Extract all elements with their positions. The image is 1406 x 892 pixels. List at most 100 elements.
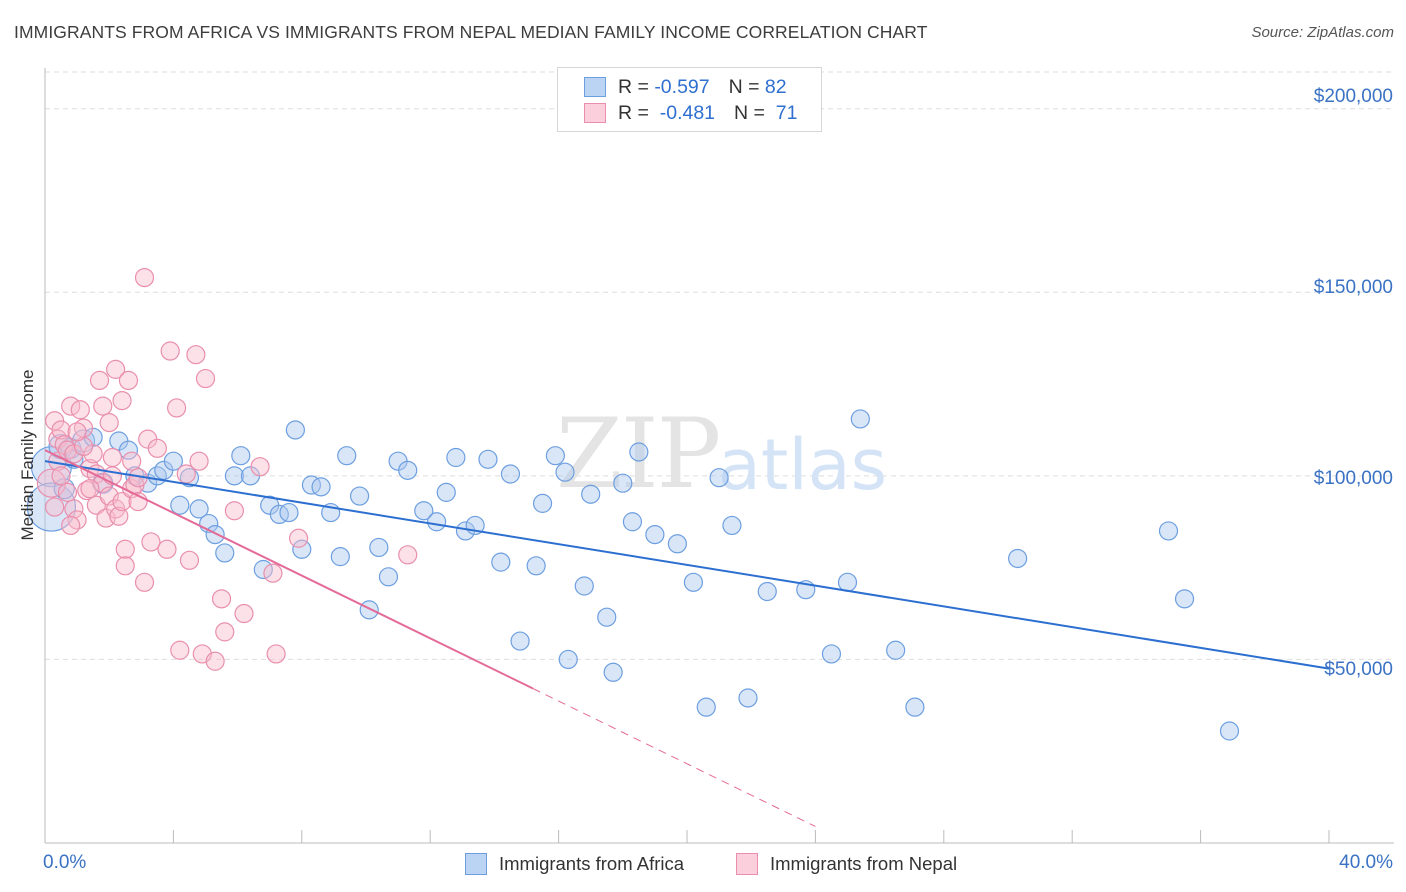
africa-data-point — [1158, 521, 1179, 541]
africa-data-point — [905, 697, 925, 717]
y-axis-label: Median Family Income — [18, 369, 37, 541]
legend-r-label: R = — [618, 75, 649, 98]
africa-data-point — [491, 552, 511, 572]
africa-data-point — [1174, 589, 1195, 609]
africa-data-point — [597, 607, 617, 627]
nepal-data-point — [160, 341, 180, 361]
bottom-legend-nepal: Immigrants from Nepal — [736, 853, 957, 875]
nepal-data-point — [51, 466, 71, 486]
nepal-data-point — [67, 422, 87, 442]
nepal-data-point — [176, 464, 196, 484]
africa-trend-line — [44, 460, 1330, 670]
nepal-data-point — [115, 539, 135, 559]
nepal-data-point — [157, 539, 177, 559]
africa-data-point — [574, 576, 594, 596]
africa-data-point — [279, 502, 299, 523]
nepal-data-point — [64, 499, 84, 519]
gridlines — [45, 71, 1394, 660]
nepal-data-point — [106, 359, 126, 379]
africa-data-point — [337, 446, 357, 466]
nepal-data-point — [205, 651, 225, 671]
africa-data-point — [629, 442, 649, 462]
africa-data-point — [118, 440, 139, 460]
legend-row-africa: R = -0.597 N = 82 — [584, 75, 787, 99]
nepal-data-point — [167, 398, 187, 418]
africa-data-point — [224, 466, 244, 486]
nepal-data-point — [83, 444, 103, 464]
legend-n-value: 71 — [775, 101, 798, 124]
africa-data-point — [622, 512, 643, 532]
nepal-data-point — [57, 482, 78, 502]
nepal-data-point — [112, 390, 132, 411]
africa-data-point — [1219, 721, 1240, 741]
africa-data-point — [709, 468, 729, 488]
y-tick-label: $150,000 — [1313, 277, 1393, 298]
nepal-data-point — [250, 457, 270, 477]
legend-row-nepal: R = -0.481 N = 71 — [584, 101, 797, 125]
africa-data-point — [886, 640, 906, 660]
africa-data-point — [526, 556, 546, 576]
africa-data-point — [645, 524, 665, 545]
africa-data-point — [850, 409, 870, 429]
legend-r-value: -0.481 — [659, 101, 716, 124]
nepal-data-point — [170, 640, 190, 660]
nepal-data-point — [234, 603, 254, 624]
watermark-atlas: atlas — [718, 424, 887, 506]
nepal-data-point — [141, 532, 161, 552]
africa-data-point — [613, 473, 633, 493]
nepal-data-point — [115, 556, 135, 576]
africa-data-point — [821, 644, 842, 664]
nepal-data-point — [70, 400, 90, 420]
africa-data-point — [26, 482, 77, 532]
africa-data-point — [311, 477, 331, 497]
legend-r-label: R = — [618, 101, 649, 124]
nepal-trend-line — [44, 449, 534, 690]
nepal-data-point — [99, 413, 119, 433]
nepal-data-point — [102, 447, 123, 468]
nepal-data-point — [186, 345, 206, 365]
africa-data-point — [215, 543, 235, 563]
africa-data-point — [269, 504, 289, 525]
bottom-legend-africa: Immigrants from Africa — [465, 853, 684, 875]
africa-data-point — [532, 493, 553, 513]
legend-n-label: N = — [728, 75, 760, 98]
nepal-trend-line-extrapolated — [532, 688, 816, 827]
africa-data-point — [436, 482, 456, 502]
africa-data-point — [179, 468, 200, 488]
africa-data-point — [558, 649, 578, 670]
africa-data-point — [1008, 548, 1028, 569]
legend-r-value: -0.597 — [654, 75, 710, 98]
africa-data-point — [292, 539, 312, 559]
africa-data-point — [555, 462, 575, 482]
legend-n-value: 82 — [764, 75, 787, 98]
africa-data-point — [581, 484, 601, 504]
nepal-data-point — [398, 545, 418, 565]
nepal-data-point — [122, 451, 142, 471]
nepal-data-point — [266, 644, 286, 664]
nepal-legend-label: Immigrants from Nepal — [770, 853, 958, 874]
africa-data-point — [603, 662, 623, 682]
africa-data-point — [427, 512, 447, 532]
africa-data-point — [285, 420, 305, 440]
africa-data-point — [510, 631, 530, 651]
africa-data-point — [205, 524, 225, 545]
nepal-data-point — [109, 506, 129, 526]
africa-data-point — [378, 567, 399, 587]
africa-data-point — [837, 572, 858, 592]
y-tick-label: $100,000 — [1313, 468, 1393, 489]
nepal-series-points — [36, 268, 418, 671]
chart-title: IMMIGRANTS FROM AFRICA VS IMMIGRANTS FRO… — [14, 22, 928, 42]
nepal-data-point — [224, 501, 244, 521]
africa-data-point — [349, 486, 370, 506]
africa-data-point — [170, 495, 190, 515]
africa-legend-swatch — [465, 853, 487, 875]
nepal-swatch — [584, 103, 606, 123]
nepal-data-point — [211, 589, 232, 609]
axes — [44, 68, 1394, 844]
africa-data-point — [163, 451, 183, 471]
nepal-data-point — [195, 368, 216, 389]
nepal-data-point — [61, 515, 81, 536]
nepal-data-point — [51, 420, 71, 440]
nepal-data-point — [77, 480, 97, 501]
